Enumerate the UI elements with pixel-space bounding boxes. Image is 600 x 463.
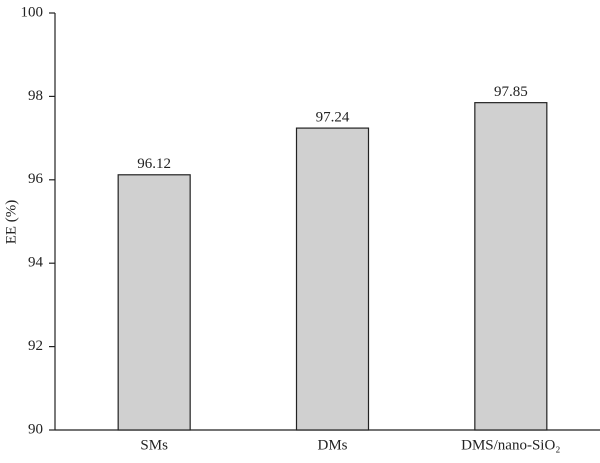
value-label: 97.85 xyxy=(494,84,528,100)
y-tick-label: 90 xyxy=(28,421,43,437)
bar xyxy=(117,174,191,431)
value-label: 96.12 xyxy=(137,156,171,172)
bar xyxy=(474,102,548,431)
y-tick-label: 92 xyxy=(28,338,43,354)
y-tick-label: 98 xyxy=(28,88,43,104)
x-tick-label: DMS/nano-SiO₂ xyxy=(461,437,560,453)
y-axis-label: EE (%) xyxy=(3,200,19,245)
y-tick-label: 94 xyxy=(28,255,44,271)
value-label: 97.24 xyxy=(316,110,350,126)
x-tick-label: SMs xyxy=(140,437,168,453)
y-tick-label: 100 xyxy=(21,4,44,20)
y-tick-label: 96 xyxy=(28,171,44,187)
x-tick-label: DMs xyxy=(317,437,347,453)
bar xyxy=(295,127,370,431)
